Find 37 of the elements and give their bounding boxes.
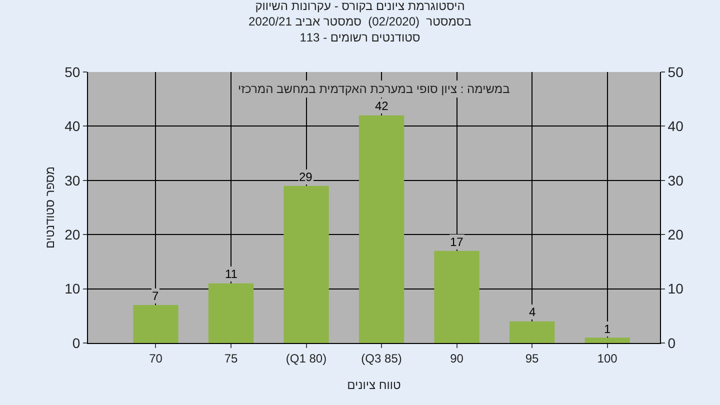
x-axis-title: טווח ציונים <box>347 378 402 392</box>
x-tick-label: 75 <box>224 351 238 366</box>
data-label: 7 <box>152 289 159 303</box>
y-axis-title: מספר סטודנטים <box>43 166 57 249</box>
x-tick-label: 90 <box>450 351 464 366</box>
x-tick-label: (Q1 80) <box>286 351 327 366</box>
y-tick-label: 40 <box>64 118 80 134</box>
y2-tick-label: 30 <box>668 172 684 188</box>
y2-tick-label: 20 <box>668 226 684 242</box>
y2-tick-label: 0 <box>668 334 676 351</box>
data-label: 42 <box>375 99 389 113</box>
x-tick-label: (Q3 85) <box>361 351 402 366</box>
y-tick-label: 30 <box>64 172 80 188</box>
bar <box>434 250 480 343</box>
y-tick-label: 20 <box>64 226 80 242</box>
y2-tick-label: 40 <box>668 118 684 134</box>
x-tick-label: 100 <box>597 351 618 366</box>
y-tick-label: 0 <box>72 334 80 351</box>
x-tick-label: 70 <box>149 351 163 366</box>
y2-tick-label: 10 <box>668 280 684 297</box>
data-label: 1 <box>604 322 611 336</box>
bar <box>133 305 178 343</box>
data-label: 17 <box>450 235 464 249</box>
bar <box>284 186 329 343</box>
data-label: 29 <box>299 170 313 184</box>
chart-title: היסטוגרמת ציונים בקורס - עקרונות השיווק בסמסטר (02/2020) סמסטר אביב 2020/21 סטודנטים רשומים - 113 <box>248 0 472 44</box>
bar <box>584 338 630 343</box>
bar <box>358 115 404 343</box>
annotation: במשימה : ציון סופי במערכת האקדמית במחשב המרכזי <box>238 82 510 96</box>
y2-tick-label: 50 <box>668 64 684 80</box>
data-label: 4 <box>529 305 536 319</box>
y-tick-label: 50 <box>64 64 80 80</box>
y-tick-label: 10 <box>64 280 80 297</box>
bar <box>509 321 555 343</box>
data-label: 11 <box>225 267 238 281</box>
bar <box>208 283 254 343</box>
x-tick-label: 95 <box>525 351 540 366</box>
